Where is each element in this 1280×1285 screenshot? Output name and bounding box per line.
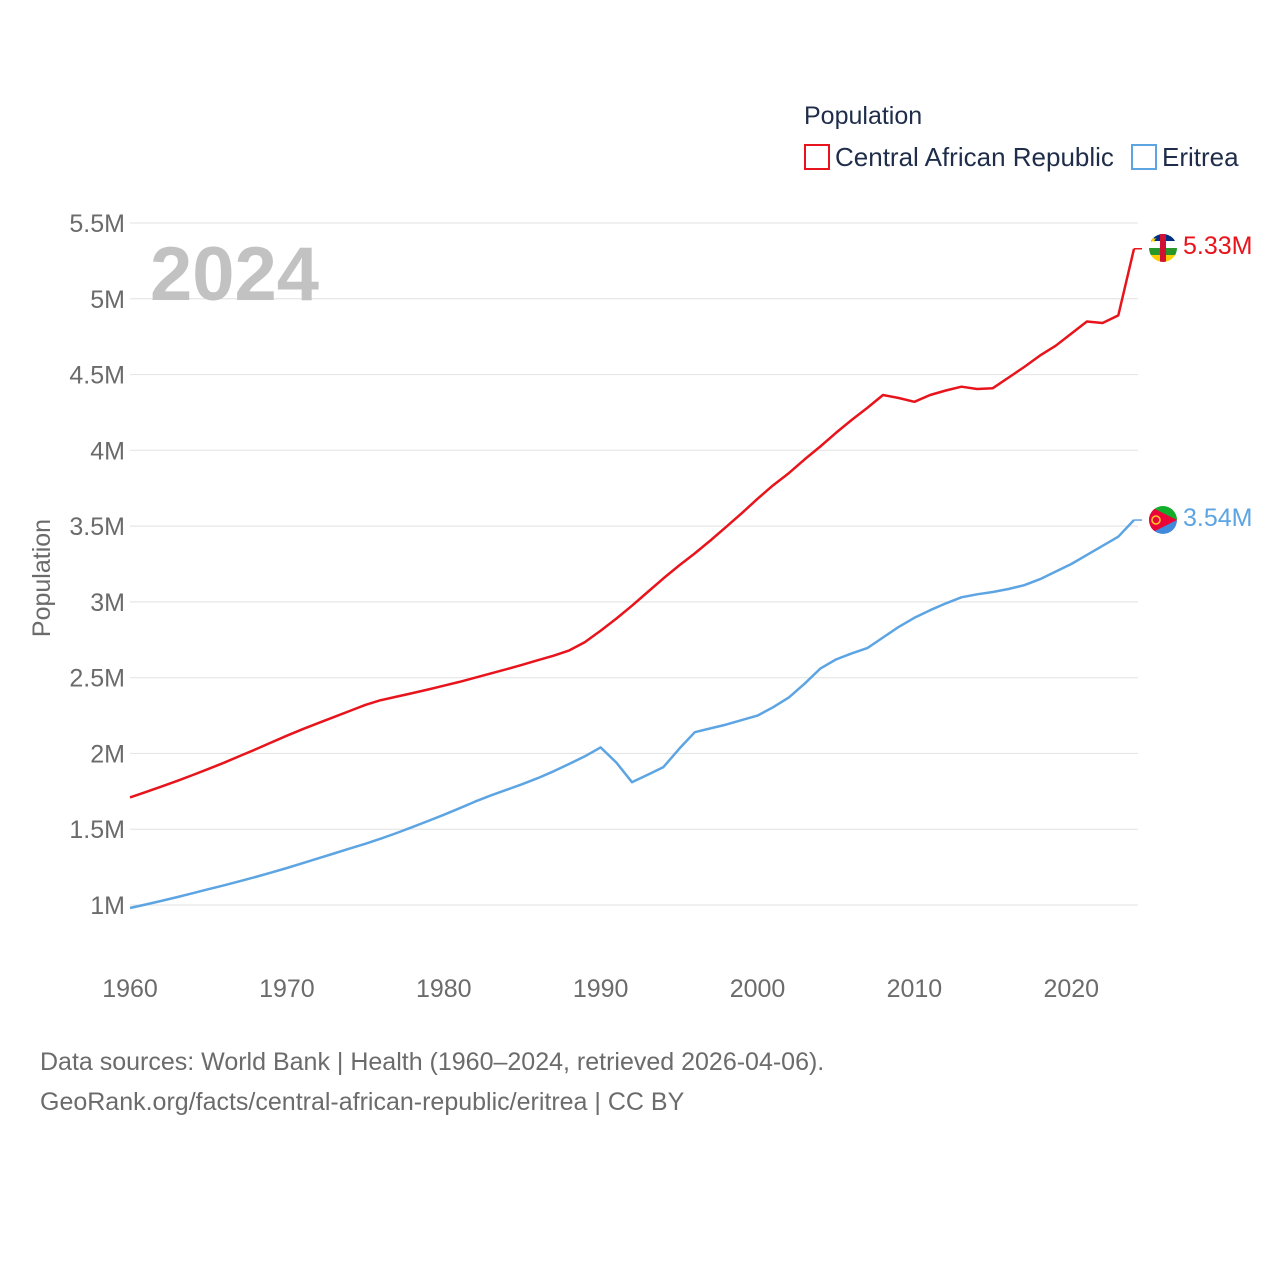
source-line-1: Data sources: World Bank | Health (1960–…: [40, 1048, 825, 1076]
end-value-label-eritrea: 3.54M: [1183, 504, 1252, 532]
y-axis-ticks: 1M 1.5M 2M 2.5M 3M 3.5M 4M 4.5M 5M 5.5M: [69, 210, 125, 920]
y-tick-label: 4M: [90, 437, 125, 465]
y-tick-label: 5M: [90, 286, 125, 314]
y-tick-label: 2M: [90, 740, 125, 768]
central-african-republic-flag-icon: [1149, 234, 1177, 262]
x-tick-label: 2000: [730, 975, 786, 1003]
legend-swatch-eritrea[interactable]: [1131, 144, 1157, 170]
end-value-label-central-african-republic: 5.33M: [1183, 232, 1252, 260]
series-line-central-african-republic[interactable]: [129, 248, 1136, 799]
gridlines: [130, 222, 1138, 906]
y-tick-label: 5.5M: [69, 210, 125, 238]
y-tick-label: 1M: [90, 892, 125, 920]
legend-label-eritrea[interactable]: Eritrea: [1162, 142, 1239, 172]
x-tick-label: 1970: [259, 975, 315, 1003]
legend-label-central-african-republic[interactable]: Central African Republic: [835, 142, 1114, 172]
legend: Population Central African Republic Erit…: [804, 102, 1239, 172]
legend-title: Population: [804, 102, 922, 130]
x-tick-label: 2010: [887, 975, 943, 1003]
x-tick-label: 1990: [573, 975, 629, 1003]
y-tick-label: 3M: [90, 589, 125, 617]
series-lines: [129, 248, 1142, 910]
y-tick-label: 3.5M: [69, 513, 125, 541]
eritrea-flag-icon: [1149, 506, 1177, 534]
x-axis-ticks: 1960 1970 1980 1990 2000 2010 2020: [102, 975, 1099, 1003]
data-source-note: Data sources: World Bank | Health (1960–…: [40, 1042, 824, 1122]
series-line-eritrea[interactable]: [129, 519, 1135, 910]
y-tick-label: 4.5M: [69, 362, 125, 390]
year-label: 2024: [150, 232, 319, 317]
y-axis-label: Population: [28, 519, 56, 637]
source-line-2[interactable]: GeoRank.org/facts/central-african-republ…: [40, 1088, 685, 1116]
y-tick-label: 2.5M: [69, 665, 125, 693]
x-tick-label: 1960: [102, 975, 158, 1003]
legend-swatch-central-african-republic[interactable]: [804, 144, 830, 170]
x-tick-label: 1980: [416, 975, 472, 1003]
x-tick-label: 2020: [1043, 975, 1099, 1003]
y-tick-label: 1.5M: [69, 816, 125, 844]
